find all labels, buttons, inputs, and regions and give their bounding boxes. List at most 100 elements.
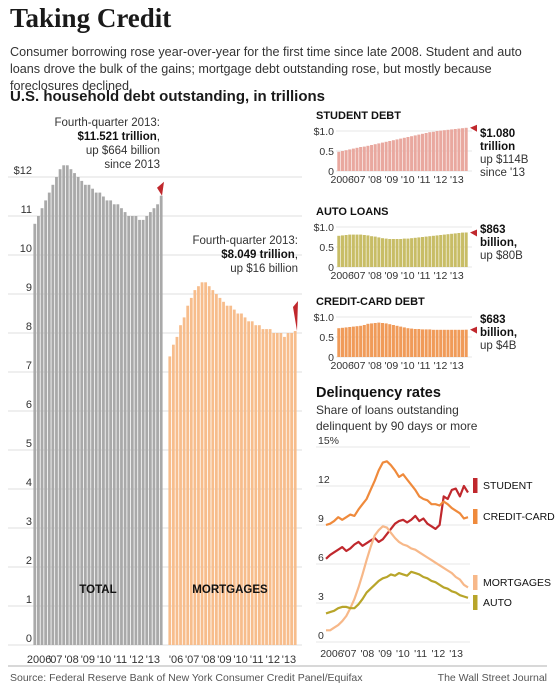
delinquency-subtitle-line2: delinquent by 90 days or more [316, 419, 478, 433]
x-tick-label: '11 [418, 360, 431, 372]
small-end-marker [470, 326, 477, 334]
value-change: up $114B [480, 154, 529, 166]
bar-total [69, 169, 73, 645]
bar-mortgages [275, 333, 279, 645]
small-bar [348, 149, 352, 171]
small-bar [464, 232, 468, 267]
bar-mortgages [247, 321, 251, 645]
y-tick-label: 0.5 [319, 146, 334, 158]
small-bar [410, 136, 414, 171]
delinquency-subtitle-line1: Share of loans outstanding [316, 403, 459, 417]
y-tick-label: 0 [328, 262, 334, 274]
x-tick-label: '13 [282, 654, 296, 666]
small-bar [424, 236, 428, 267]
y-tick-label: 12 [318, 474, 330, 486]
x-tick-label: 2006 [331, 270, 355, 282]
bar-total [145, 216, 149, 645]
x-tick-label: '08 [368, 174, 382, 186]
bar-mortgages [261, 329, 265, 645]
bar-mortgages [200, 282, 204, 645]
small-bar [399, 326, 403, 357]
end-marker-mortgages [293, 301, 298, 332]
bar-mortgages [254, 325, 258, 645]
bar-mortgages [225, 305, 229, 645]
small-bar [435, 131, 439, 171]
small-bar [417, 237, 421, 267]
small-bar [428, 132, 432, 171]
x-tick-label: '08 [64, 654, 78, 666]
small-bar [344, 150, 348, 171]
legend-swatch [473, 509, 478, 524]
small-bar [413, 329, 417, 357]
y-tick-label: 0.5 [319, 332, 334, 344]
x-tick-label: '10 [396, 648, 410, 660]
bar-mortgages [257, 325, 261, 645]
y-tick-label: 4 [26, 477, 32, 489]
annotation-total-line3: up $664 billion [86, 145, 160, 157]
bar-mortgages [250, 321, 254, 645]
bar-total [37, 216, 40, 645]
bar-mortgages [211, 290, 215, 645]
x-tick-label: '12 [434, 360, 448, 372]
bar-total [159, 195, 163, 645]
small-bar [384, 323, 388, 357]
household-debt-chart-title: U.S. household debt outstanding, in tril… [10, 88, 325, 105]
y-tick-label: 0.5 [319, 242, 334, 254]
x-tick-label: '10 [401, 360, 415, 372]
small-bar [406, 328, 410, 357]
small-bar [450, 129, 454, 171]
x-tick-label: '07 [352, 360, 366, 372]
bar-total [47, 192, 51, 645]
bar-total [152, 208, 156, 645]
small-bar [380, 323, 385, 357]
small-bar [428, 329, 432, 357]
small-bar [384, 238, 388, 267]
bar-total [123, 212, 127, 645]
small-bar [359, 325, 363, 357]
small-bar [417, 134, 421, 171]
small-bar [457, 233, 461, 267]
bar-mortgages [293, 331, 297, 645]
x-tick-label: 2006 [320, 648, 344, 660]
credit-note: The Wall Street Journal [437, 672, 547, 684]
bar-mortgages [243, 317, 247, 645]
small-bar [370, 145, 374, 171]
bar-mortgages [240, 313, 243, 645]
x-tick-label: '08 [368, 360, 382, 372]
value-unit: billion, [480, 327, 517, 339]
annotation-total-line1: Fourth-quarter 2013: [55, 117, 160, 129]
bar-total [44, 200, 48, 645]
small-bar [464, 329, 468, 357]
bar-total [40, 208, 44, 645]
x-tick-label: '08 [368, 270, 382, 282]
bar-total [116, 204, 120, 646]
small-bar [395, 139, 399, 171]
annotation-mortgages-value: $8.049 trillion [221, 249, 295, 261]
small-bar [413, 237, 417, 267]
small-bar [391, 325, 395, 357]
x-tick-label: '11 [114, 654, 128, 666]
bar-mortgages [222, 301, 225, 645]
bar-total [58, 169, 62, 645]
x-tick-label: '09 [217, 654, 231, 666]
small-bar [348, 234, 352, 267]
line-mortgages [326, 525, 469, 632]
small-bar [388, 239, 392, 267]
value-change: up $4B [480, 340, 517, 352]
small-bar [373, 323, 377, 357]
value-unit: trillion [480, 141, 515, 153]
bar-total [83, 184, 87, 646]
x-tick-label: '12 [432, 648, 446, 660]
series-label-total: TOTAL [79, 584, 116, 596]
small-bar [399, 239, 403, 267]
bar-mortgages [286, 333, 290, 645]
x-tick-label: '10 [233, 654, 247, 666]
small-bar [461, 128, 465, 171]
small-bar [370, 323, 374, 357]
source-note: Source: Federal Reserve Bank of New York… [10, 672, 363, 684]
y-tick-label: 9 [318, 513, 324, 525]
y-tick-label: 3 [318, 591, 324, 603]
x-tick-label: '09 [384, 360, 398, 372]
